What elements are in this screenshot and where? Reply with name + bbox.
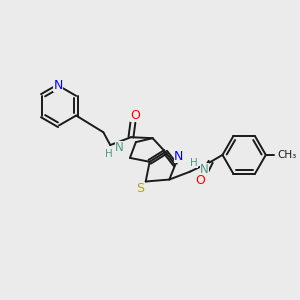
Text: N: N xyxy=(53,79,63,92)
Text: N: N xyxy=(115,140,124,154)
Text: O: O xyxy=(130,109,140,122)
Text: CH₃: CH₃ xyxy=(278,150,297,160)
Text: N: N xyxy=(173,150,183,164)
Text: N: N xyxy=(200,163,208,176)
Text: H: H xyxy=(190,158,198,168)
Text: S: S xyxy=(136,182,144,195)
Text: H: H xyxy=(105,149,113,159)
Text: O: O xyxy=(195,174,205,187)
